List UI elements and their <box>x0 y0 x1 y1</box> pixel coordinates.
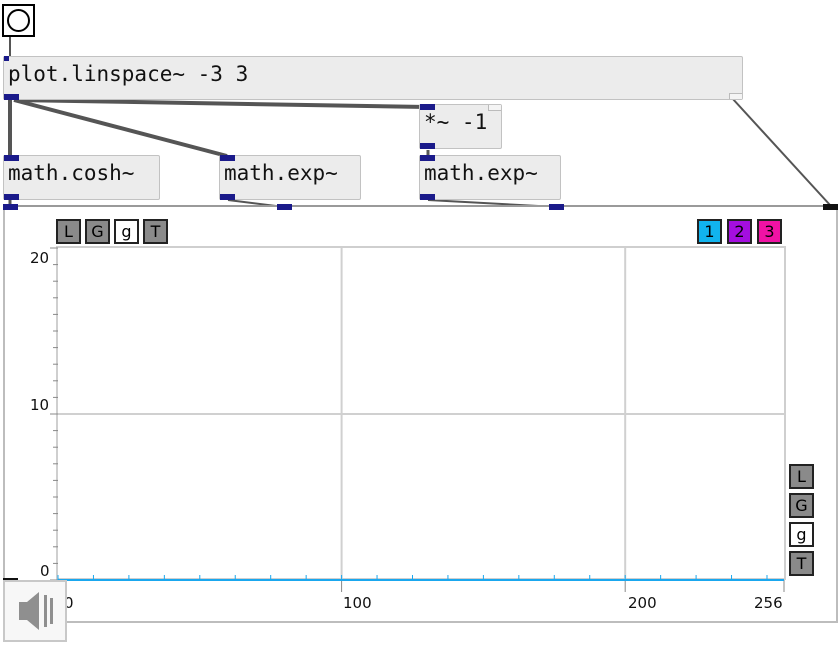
cosh-object[interactable]: math.cosh~ <box>3 155 160 200</box>
exp2-label: math.exp~ <box>424 161 538 185</box>
speaker-icon <box>19 592 53 630</box>
cosh-label: math.cosh~ <box>8 161 135 185</box>
x-tick-label: 256 <box>754 594 783 612</box>
linspace-object[interactable]: plot.linspace~ -3 3 <box>3 56 743 100</box>
side-lock-button[interactable]: L <box>789 464 814 489</box>
speaker-button[interactable] <box>3 580 67 642</box>
bang-circle-icon <box>7 9 30 32</box>
series-1-button[interactable]: 1 <box>697 219 722 244</box>
x-tick-label: 0 <box>64 594 74 612</box>
multiply-inlet-2[interactable] <box>488 105 501 111</box>
multiply-inlet[interactable] <box>420 104 435 110</box>
series-2-button[interactable]: 2 <box>727 219 752 244</box>
y-tick-label: 0 <box>40 562 50 580</box>
exp1-label: math.exp~ <box>224 161 338 185</box>
wire-linspace-to-plot <box>731 97 831 206</box>
top-g-button[interactable]: g <box>114 219 139 244</box>
top-lock-button[interactable]: L <box>56 219 81 244</box>
linspace-outlet[interactable] <box>4 94 19 100</box>
side-grid-button[interactable]: G <box>789 493 814 518</box>
plot-inlet-4[interactable] <box>823 204 838 210</box>
exp2-outlet[interactable] <box>420 194 435 200</box>
exp1-inlet[interactable] <box>220 155 235 161</box>
linspace-outlet-2[interactable] <box>729 93 742 99</box>
side-g-button[interactable]: g <box>789 522 814 547</box>
plot-inlet-2[interactable] <box>277 204 292 210</box>
linspace-label: plot.linspace~ -3 3 <box>8 62 249 86</box>
wire-linspace-to-exp1 <box>13 98 228 158</box>
cosh-inlet[interactable] <box>4 155 19 161</box>
multiply-object[interactable]: *~ -1 <box>419 104 502 149</box>
multiply-label: *~ -1 <box>424 110 488 134</box>
wire-linspace-to-multiply <box>13 98 428 109</box>
y-tick-label: 10 <box>30 396 50 414</box>
side-t-button[interactable]: T <box>789 551 814 576</box>
plot-inlet-3[interactable] <box>549 204 564 210</box>
multiply-outlet[interactable] <box>420 143 435 149</box>
plot-inlet-1[interactable] <box>3 204 18 210</box>
x-tick-label: 200 <box>628 594 657 612</box>
top-grid-button[interactable]: G <box>85 219 110 244</box>
bang-button[interactable] <box>2 4 35 37</box>
exp2-inlet[interactable] <box>420 155 435 161</box>
x-tick-label: 100 <box>343 594 372 612</box>
linspace-inlet[interactable] <box>4 56 9 61</box>
top-t-button[interactable]: T <box>143 219 168 244</box>
series-3-button[interactable]: 3 <box>757 219 782 244</box>
exp2-object[interactable]: math.exp~ <box>419 155 561 200</box>
cosh-outlet[interactable] <box>4 194 19 200</box>
exp1-outlet[interactable] <box>220 194 235 200</box>
y-tick-label: 20 <box>30 249 50 267</box>
exp1-object[interactable]: math.exp~ <box>219 155 361 200</box>
